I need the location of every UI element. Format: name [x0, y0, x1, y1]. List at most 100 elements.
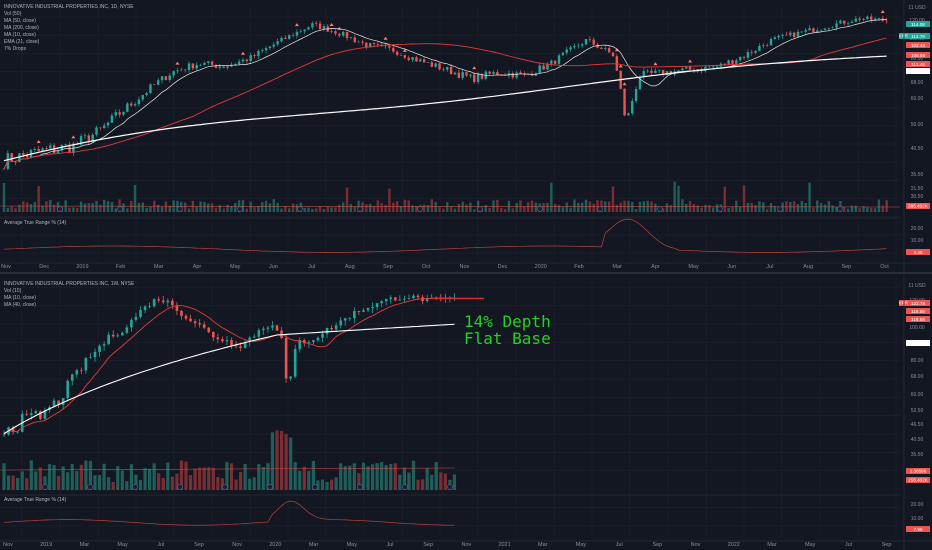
event-marker [312, 484, 318, 490]
top-x-tick: May [688, 264, 699, 270]
volume-bar [245, 208, 249, 212]
volume-bar [453, 208, 457, 212]
volume-bar [11, 475, 15, 490]
top-price-tick: 30.50 [911, 194, 924, 200]
candle-body [384, 45, 387, 47]
volume-bar [511, 208, 514, 212]
candle-body [184, 316, 188, 319]
volume-bar [434, 201, 437, 212]
volume-bar [731, 206, 734, 212]
drop-marker [329, 23, 334, 27]
bottom-x-tick: Sep [423, 542, 433, 548]
candle-body [365, 42, 368, 48]
candle-body [519, 72, 522, 74]
candle-body [261, 50, 264, 52]
volume-bar [270, 432, 275, 490]
candle-body [398, 299, 402, 301]
bottom-x-tick: Jul [157, 542, 164, 548]
candle-body [665, 71, 669, 76]
bottom-x-tick: Nov [691, 542, 701, 548]
candle-body [41, 148, 44, 152]
candle-body [30, 413, 33, 415]
volume-bar [349, 203, 353, 212]
bottom-volume-tag-2 [906, 468, 930, 474]
candle-body [218, 66, 222, 68]
candle-body [646, 70, 649, 72]
top-price-tick: 11 USD [908, 5, 926, 11]
volume-bar [61, 466, 65, 490]
candle-body [11, 427, 15, 433]
bottom-price-tick: 35.50 [911, 452, 924, 458]
volume-bar [738, 206, 742, 212]
volume-bar [214, 207, 218, 212]
top-x-tick: 2019 [76, 264, 88, 270]
volume-bar [184, 461, 188, 490]
candle-body [175, 305, 179, 311]
candle-body [214, 64, 218, 68]
event-marker [132, 484, 138, 490]
candle-body [592, 39, 595, 45]
ma-200-line [3, 55, 887, 162]
volume-bar [149, 206, 152, 212]
candle-body [885, 20, 888, 22]
volume-bar [307, 470, 311, 490]
volume-bar [311, 460, 315, 490]
volume-bar [515, 203, 518, 212]
candle-body [49, 145, 52, 149]
volume-bar [334, 477, 338, 490]
volume-bar [746, 202, 750, 212]
volume-bar [166, 462, 170, 490]
volume-bar [500, 208, 503, 212]
event-marker [837, 206, 843, 212]
volume-bar [421, 479, 425, 490]
candle-body [126, 103, 129, 112]
volume-bar [339, 463, 343, 490]
volume-bar [685, 203, 688, 212]
candle-body [843, 20, 846, 24]
volume-bar [665, 203, 669, 212]
bottom-x-tick: May [576, 542, 587, 548]
top-price-tick: 40.50 [911, 146, 924, 152]
volume-bar [183, 202, 187, 212]
candle-body [569, 47, 572, 50]
volume-bar [56, 202, 60, 212]
volume-bar [843, 206, 846, 212]
bottom-volume-tag-text: 256.402K [908, 478, 929, 483]
event-marker [597, 206, 603, 212]
candle-body [765, 45, 769, 46]
candle-body [16, 431, 19, 433]
candle-body [330, 31, 333, 32]
volume-bar [389, 464, 393, 490]
volume-bar [352, 463, 356, 490]
bottom-price-tick: 11 USD [908, 283, 926, 289]
volume-bar [33, 201, 37, 212]
candle-body [334, 325, 338, 330]
candle-body [152, 299, 156, 307]
candle-body [442, 69, 445, 70]
candle-body [75, 370, 79, 375]
candle-body [403, 54, 407, 58]
candle-body [2, 434, 6, 436]
bottom-x-tick: Jul [386, 542, 393, 548]
volume-bar [234, 479, 238, 490]
volume-bar [573, 199, 576, 212]
candle-body [785, 34, 788, 36]
top-symbol-tag [899, 33, 908, 39]
candle-body [57, 400, 60, 405]
candle-body [430, 62, 434, 67]
bottom-x-tick: Mar [309, 542, 319, 548]
candle-body [139, 310, 142, 317]
top-price-tag-text: 89.17 [912, 69, 924, 74]
volume-bar [442, 208, 445, 212]
candle-body [318, 23, 322, 29]
top-x-tick: Sep [383, 264, 393, 270]
candle-body [650, 70, 653, 73]
volume-bar [252, 477, 256, 490]
volume-bar [29, 204, 33, 212]
candle-body [316, 337, 320, 341]
ma-40-weekly-line [3, 323, 455, 435]
candle-body [34, 411, 38, 414]
candle-body [596, 44, 599, 48]
candle-body [723, 63, 726, 65]
